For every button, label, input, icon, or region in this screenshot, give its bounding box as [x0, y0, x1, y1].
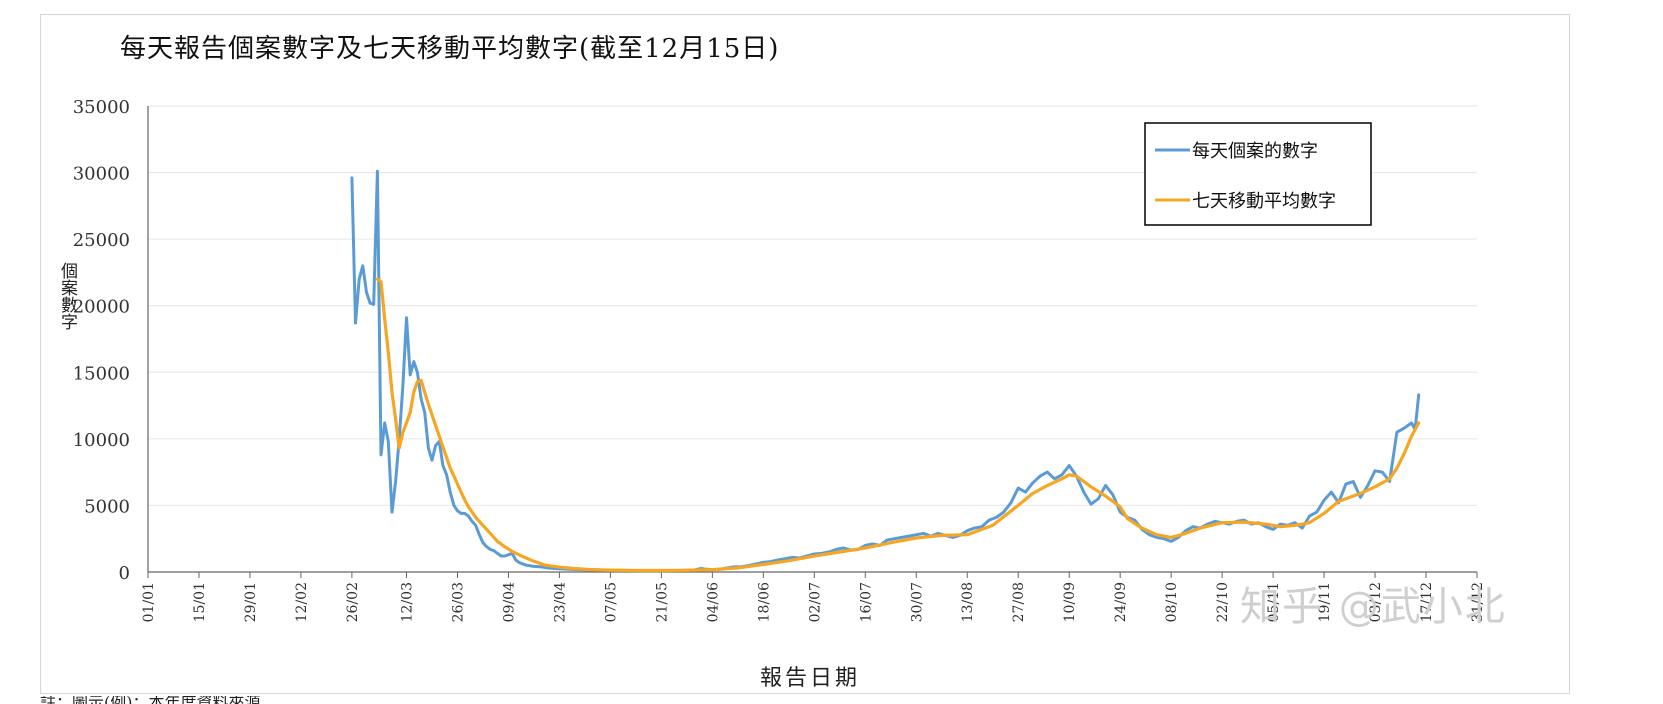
- x-tick-label: 12/03: [400, 582, 416, 622]
- grid-layer: [148, 105, 1477, 506]
- x-tick-label: 26/02: [345, 582, 361, 622]
- x-tick-label: 19/11: [1317, 582, 1333, 622]
- x-tick-label: 12/02: [294, 582, 310, 622]
- x-tick-label: 18/06: [756, 582, 772, 622]
- x-tick-label: 09/04: [501, 582, 517, 622]
- y-tick-label: 5000: [84, 496, 130, 517]
- x-tick-label: 31/12: [1470, 582, 1486, 622]
- y-axis-label: 個案數字: [57, 262, 77, 330]
- y-tick-label: 0: [119, 563, 130, 584]
- x-tick-label: 13/08: [960, 582, 976, 622]
- legend-label-average: 七天移動平均數字: [1192, 191, 1336, 212]
- watermark: 知乎 @武小北: [1240, 584, 1507, 630]
- series-line-daily: [350, 169, 1421, 573]
- x-tick-label: 22/10: [1215, 582, 1231, 622]
- y-tick-label: 15000: [73, 363, 130, 384]
- y-tick-label: 35000: [73, 97, 130, 118]
- x-tick-label: 10/09: [1062, 582, 1078, 622]
- x-tick-label: 29/01: [243, 582, 259, 622]
- legend-box: [1144, 122, 1372, 226]
- chart-title: 每天報告個案數字及七天移動平均數字(截至12月15日): [120, 34, 780, 64]
- x-tick-label: 27/08: [1011, 582, 1027, 622]
- x-tick-label: 15/01: [192, 582, 208, 622]
- x-tick-label: 30/07: [909, 582, 925, 622]
- legend-label-daily: 每天個案的數字: [1192, 141, 1318, 162]
- x-tick-label: 23/04: [552, 582, 568, 622]
- x-axis-label: 報告日期: [760, 666, 861, 691]
- y-tick-label: 20000: [73, 297, 130, 318]
- x-tick-label: 05/11: [1266, 582, 1282, 622]
- x-tick-label: 07/05: [603, 582, 619, 622]
- y-tick-label: 10000: [73, 430, 130, 451]
- y-tick-label: 30000: [73, 164, 130, 185]
- series-layer: [350, 169, 1421, 573]
- axis-layer: 0 5000 10000 15000 20000 25000 30000 35000 01/01…: [73, 97, 1486, 622]
- x-tick-label: 01/01: [141, 582, 157, 622]
- y-tick-label: 25000: [73, 230, 130, 251]
- x-tick-label: 03/12: [1368, 582, 1384, 622]
- x-tick-label: 21/05: [654, 582, 670, 622]
- x-tick-label: 08/10: [1164, 582, 1180, 622]
- x-tick-label: 17/12: [1419, 582, 1435, 622]
- x-tick-label: 24/09: [1113, 582, 1129, 622]
- x-tick-label: 04/06: [705, 582, 721, 622]
- x-tick-label: 26/03: [450, 582, 466, 622]
- footnote: 註：圖示(例)：本年度資料來源: [40, 696, 510, 704]
- x-tick-label: 02/07: [807, 582, 823, 622]
- legend: 每天個案的數字 七天移動平均數字: [1144, 122, 1372, 226]
- x-tick-label: 16/07: [858, 582, 874, 622]
- series-line-average: [375, 277, 1421, 573]
